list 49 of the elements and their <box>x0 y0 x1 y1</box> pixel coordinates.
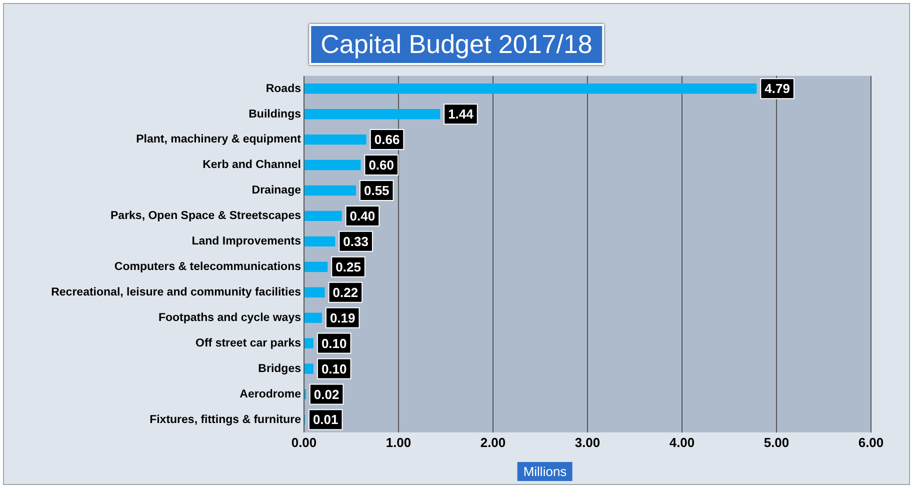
bar <box>304 160 361 170</box>
data-label: 0.60 <box>368 158 394 173</box>
y-tick-label: Kerb and Channel <box>202 159 301 172</box>
y-tick-label: Fixtures, fittings & furniture <box>150 414 301 426</box>
x-axis-title: Millions <box>517 462 573 481</box>
data-label: 0.22 <box>332 284 358 300</box>
bar <box>304 236 336 247</box>
bar <box>304 287 325 298</box>
x-tick-label: 5.00 <box>764 434 790 450</box>
bar <box>304 134 366 145</box>
data-label: 0.25 <box>336 259 361 274</box>
data-label: 4.79 <box>764 81 790 96</box>
bar <box>304 338 314 348</box>
y-tick-label: Bridges <box>258 362 301 375</box>
x-tick-label: 0.00 <box>291 434 317 450</box>
data-label: 0.40 <box>350 208 376 224</box>
bar <box>304 364 314 374</box>
x-tick-label: 3.00 <box>574 434 600 450</box>
y-tick-label: Buildings <box>248 108 301 120</box>
y-tick-label: Parks, Open Space & Streetscapes <box>110 210 301 222</box>
data-label: 0.19 <box>330 310 356 326</box>
y-tick-label: Off street car parks <box>196 337 301 350</box>
y-tick-label: Land Improvements <box>192 236 301 248</box>
x-tick-label: 1.00 <box>386 434 412 450</box>
x-tick-label: 6.00 <box>858 434 884 450</box>
data-label: 0.66 <box>374 132 400 148</box>
data-label: 0.33 <box>343 234 368 249</box>
y-tick-label: Plant, machinery & equipment <box>136 134 302 146</box>
data-label: 0.02 <box>314 386 340 402</box>
bar <box>304 109 440 120</box>
data-label: 1.44 <box>448 106 474 122</box>
chart-title: Capital Budget 2017/18 <box>308 24 604 65</box>
bar <box>304 312 322 323</box>
data-label: 0.10 <box>321 336 347 351</box>
bar <box>304 84 757 94</box>
y-tick-label: Computers & telecommunications <box>114 261 301 274</box>
data-label: 0.01 <box>312 412 338 428</box>
y-tick-label: Drainage <box>252 184 301 197</box>
bar <box>304 185 356 196</box>
data-label: 0.55 <box>364 183 390 198</box>
bar <box>304 262 328 272</box>
y-tick-label: Footpaths and cycle ways <box>158 312 301 324</box>
y-tick-label: Aerodrome <box>240 388 301 400</box>
y-tick-label: Recreational, leisure and community facilities <box>51 286 301 299</box>
x-tick-label: 2.00 <box>480 434 506 450</box>
data-label: 0.10 <box>321 361 347 376</box>
x-tick-label: 4.00 <box>669 434 695 450</box>
y-tick-label: Roads <box>266 82 301 95</box>
bar <box>304 210 342 222</box>
